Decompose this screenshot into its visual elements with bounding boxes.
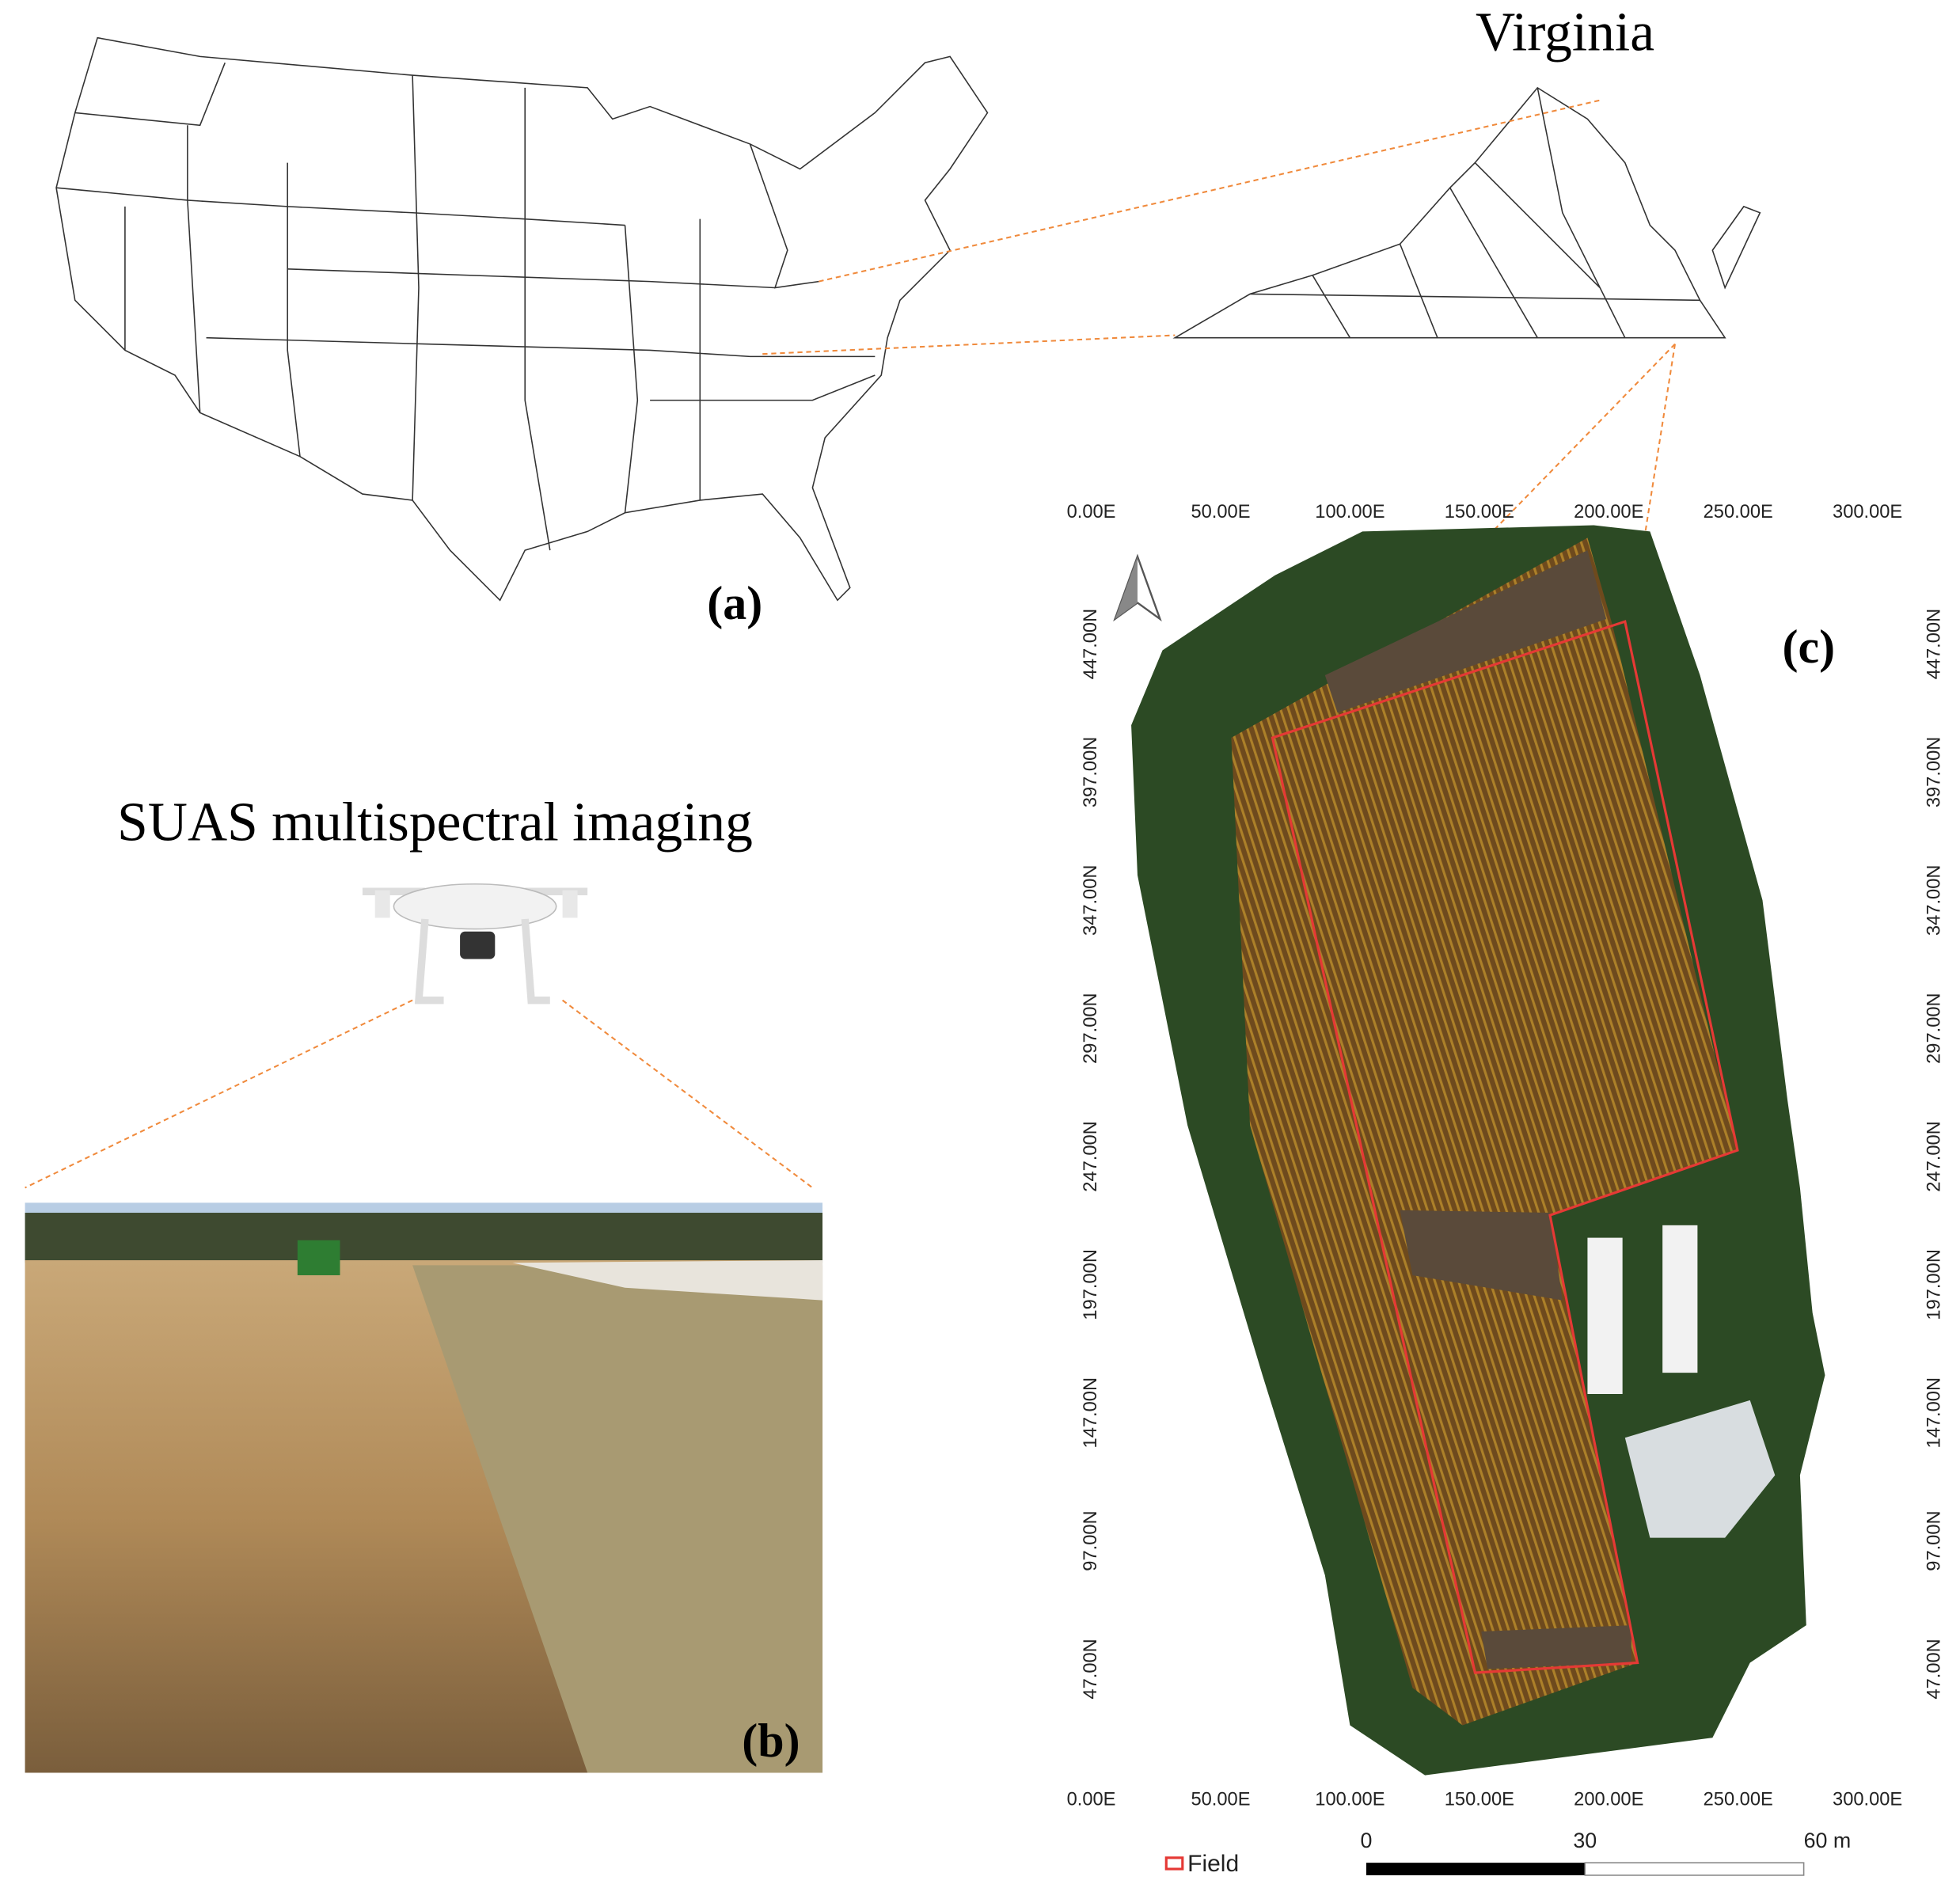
- leader-line: [762, 334, 1176, 355]
- leader-line: [819, 99, 1601, 283]
- y-coordinate-label: 97.00N: [1081, 1510, 1101, 1571]
- y-coordinate-label: 197.00N: [1924, 1249, 1945, 1320]
- y-coordinate-label: 297.00N: [1081, 993, 1101, 1064]
- field-photo: [25, 1202, 823, 1773]
- y-coordinate-label: 297.00N: [1924, 993, 1945, 1063]
- drone: [362, 883, 588, 1005]
- y-coordinate-label: 47.00N: [1081, 1639, 1101, 1699]
- leader-line: [1449, 343, 1676, 576]
- x-coordinate-label: 0.00E: [1067, 502, 1116, 522]
- scale-labels: 0 30 60 m: [1360, 1829, 1851, 1852]
- x-coordinate-label: 50.00E: [1191, 502, 1250, 522]
- north-arrow: [1113, 553, 1162, 622]
- y-coordinate-label: 197.00N: [1081, 1249, 1101, 1320]
- scale-bar: [1366, 1863, 1586, 1875]
- panel-label: (a): [707, 577, 762, 629]
- us-map: [55, 36, 989, 602]
- y-coordinate-label: 397.00N: [1924, 737, 1945, 807]
- panel-label: (c): [1782, 621, 1835, 673]
- legend-label: Field: [1187, 1851, 1239, 1877]
- y-coordinate-label: 47.00N: [1924, 1639, 1945, 1699]
- x-coordinate-label: 100.00E: [1315, 1789, 1385, 1810]
- orthomosaic: [1131, 525, 1825, 1776]
- x-coordinate-label: 0.00E: [1067, 1789, 1116, 1810]
- x-coordinate-label: 150.00E: [1445, 502, 1514, 522]
- x-coordinate-label: 250.00E: [1704, 502, 1773, 522]
- x-coordinate-label: 250.00E: [1704, 1789, 1773, 1810]
- scale-label: 0: [1360, 1829, 1372, 1852]
- virginia-map: [1172, 86, 1761, 339]
- y-coordinate-label: 347.00N: [1081, 865, 1101, 936]
- legend-swatch: [1164, 1856, 1184, 1871]
- leader-line: [25, 999, 413, 1189]
- x-coordinate-label: 300.00E: [1833, 1789, 1902, 1810]
- y-coordinate-label: 247.00N: [1924, 1121, 1945, 1191]
- inset-title: Virginia: [1476, 2, 1654, 63]
- x-coordinate-label: 200.00E: [1574, 1789, 1643, 1810]
- x-coordinate-label: 200.00E: [1574, 502, 1643, 522]
- x-coordinate-label: 50.00E: [1191, 1789, 1250, 1810]
- x-coordinate-label: 300.00E: [1833, 502, 1902, 522]
- y-coordinate-label: 147.00N: [1924, 1377, 1945, 1449]
- scale-label: 60 m: [1804, 1829, 1852, 1852]
- scale-bar: [1584, 1862, 1805, 1876]
- y-coordinate-label: 147.00N: [1081, 1377, 1101, 1449]
- leader-line: [561, 999, 814, 1189]
- y-coordinate-label: 397.00N: [1081, 737, 1101, 808]
- x-coordinate-label: 100.00E: [1315, 502, 1385, 522]
- coordinate-labels: 0.00E 0.00E 50.00E 50.00E 100.00E 100.00E 150.…: [1067, 502, 1945, 1810]
- y-coordinate-label: 247.00N: [1081, 1121, 1101, 1192]
- y-coordinate-label: 447.00N: [1081, 609, 1101, 680]
- y-coordinate-label: 347.00N: [1924, 865, 1945, 936]
- y-coordinate-label: 97.00N: [1924, 1510, 1945, 1571]
- x-coordinate-label: 150.00E: [1445, 1789, 1514, 1810]
- panel-title: SUAS multispectral imaging: [117, 792, 753, 853]
- panel-label: (b): [742, 1715, 800, 1767]
- scale-label: 30: [1573, 1829, 1597, 1852]
- y-coordinate-label: 447.00N: [1924, 609, 1945, 679]
